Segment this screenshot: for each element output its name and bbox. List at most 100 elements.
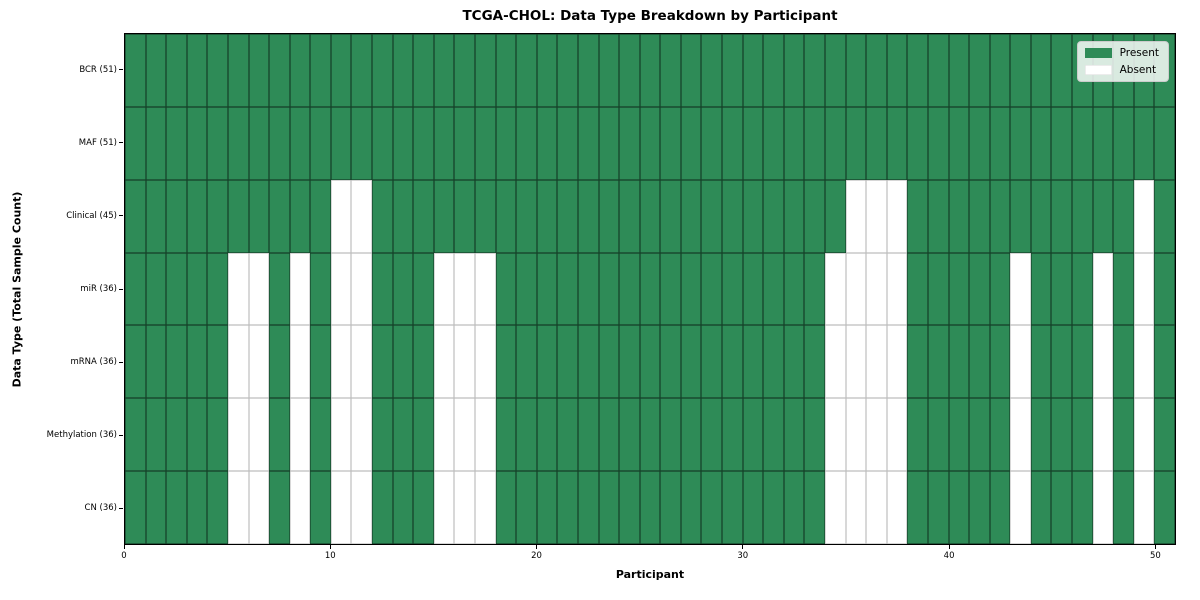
cell-CN-p37-absent — [886, 471, 908, 544]
cell-Clinical-p14-present — [413, 179, 434, 253]
cell-Methylation-p4-present — [207, 398, 228, 472]
cell-MAF-p29-present — [722, 106, 743, 180]
cell-miR-p35-absent — [845, 252, 867, 326]
cell-miR-p25-present — [639, 252, 661, 326]
cell-CN-p27-present — [680, 471, 702, 544]
cell-Methylation-p29-present — [722, 398, 743, 472]
cell-mRNA-p25-present — [639, 325, 661, 399]
cell-MAF-p13-present — [392, 106, 414, 180]
cell-mRNA-p11-absent — [351, 325, 373, 399]
cell-Methylation-p33-present — [804, 398, 825, 472]
cell-Methylation-p8-absent — [289, 398, 311, 472]
cell-miR-p42-present — [989, 252, 1011, 326]
y-tick-label-Clinical: Clinical (45) — [66, 210, 117, 221]
cell-CN-p39-present — [927, 471, 949, 544]
legend: Present Absent — [1076, 41, 1169, 82]
cell-MAF-p41-present — [969, 106, 990, 180]
cell-MAF-p35-present — [845, 106, 867, 180]
cell-Clinical-p19-present — [516, 179, 537, 253]
x-tick-mark-0 — [123, 545, 125, 549]
cell-miR-p3-present — [186, 252, 208, 326]
cell-MAF-p38-present — [907, 106, 928, 180]
cell-mRNA-p48-present — [1113, 325, 1134, 399]
cell-Methylation-p27-present — [680, 398, 702, 472]
cell-MAF-p4-present — [207, 106, 228, 180]
cell-BCR-p35-present — [845, 34, 867, 107]
cell-CN-p0-present — [125, 471, 146, 544]
x-tick-mark-40 — [948, 545, 950, 549]
cell-Clinical-p48-present — [1113, 179, 1134, 253]
cell-Methylation-p40-present — [948, 398, 970, 472]
cell-mRNA-p38-present — [907, 325, 928, 399]
cell-CN-p18-present — [495, 471, 517, 544]
cell-Clinical-p0-present — [125, 179, 146, 253]
legend-swatch-absent-icon — [1084, 65, 1112, 75]
cell-CN-p28-present — [701, 471, 723, 544]
cell-MAF-p43-present — [1010, 106, 1031, 180]
x-tick-label-10: 10 — [324, 551, 336, 561]
cell-Clinical-p22-present — [577, 179, 599, 253]
cell-miR-p40-present — [948, 252, 970, 326]
cell-mRNA-p21-present — [557, 325, 578, 399]
cell-miR-p14-present — [413, 252, 434, 326]
cell-BCR-p7-present — [269, 34, 290, 107]
cell-CN-p13-present — [392, 471, 414, 544]
cell-BCR-p9-present — [310, 34, 331, 107]
x-axis-label: Participant — [615, 568, 685, 581]
cell-Methylation-p11-absent — [351, 398, 373, 472]
cell-MAF-p44-present — [1030, 106, 1052, 180]
cell-CN-p34-absent — [825, 471, 846, 544]
cell-BCR-p41-present — [969, 34, 990, 107]
cell-MAF-p45-present — [1051, 106, 1073, 180]
cell-Clinical-p25-present — [639, 179, 661, 253]
cell-miR-p13-present — [392, 252, 414, 326]
cell-Clinical-p34-present — [825, 179, 846, 253]
cell-CN-p26-present — [660, 471, 681, 544]
cell-BCR-p37-present — [886, 34, 908, 107]
cell-miR-p46-present — [1072, 252, 1093, 326]
cell-mRNA-p39-present — [927, 325, 949, 399]
cell-Clinical-p46-present — [1072, 179, 1093, 253]
cell-mRNA-p40-present — [948, 325, 970, 399]
cell-miR-p2-present — [166, 252, 187, 326]
cell-BCR-p43-present — [1010, 34, 1031, 107]
cell-Clinical-p27-present — [680, 179, 702, 253]
cell-Methylation-p30-present — [742, 398, 764, 472]
y-tick-mark-MAF — [119, 142, 123, 144]
cell-mRNA-p20-present — [536, 325, 558, 399]
cell-miR-p20-present — [536, 252, 558, 326]
cell-mRNA-p22-present — [577, 325, 599, 399]
cell-CN-p12-present — [372, 471, 393, 544]
cell-CN-p14-present — [413, 471, 434, 544]
cell-CN-p42-present — [989, 471, 1011, 544]
cell-Clinical-p37-absent — [886, 179, 908, 253]
cell-Clinical-p24-present — [619, 179, 640, 253]
cell-MAF-p26-present — [660, 106, 681, 180]
cell-CN-p7-present — [269, 471, 290, 544]
cell-Methylation-p20-present — [536, 398, 558, 472]
cell-CN-p15-absent — [433, 471, 455, 544]
cell-Clinical-p16-present — [454, 179, 475, 253]
cell-BCR-p20-present — [536, 34, 558, 107]
cell-MAF-p42-present — [989, 106, 1011, 180]
cell-MAF-p21-present — [557, 106, 578, 180]
cell-mRNA-p31-present — [763, 325, 784, 399]
legend-item-absent: Absent — [1084, 64, 1159, 76]
cell-Methylation-p0-present — [125, 398, 146, 472]
cell-BCR-p23-present — [598, 34, 620, 107]
cell-Methylation-p18-present — [495, 398, 517, 472]
cell-BCR-p11-present — [351, 34, 373, 107]
cell-MAF-p24-present — [619, 106, 640, 180]
plot-area: Present Absent — [124, 33, 1176, 545]
cell-CN-p11-absent — [351, 471, 373, 544]
cell-miR-p39-present — [927, 252, 949, 326]
cell-MAF-p14-present — [413, 106, 434, 180]
cell-Clinical-p39-present — [927, 179, 949, 253]
cell-Methylation-p14-present — [413, 398, 434, 472]
cell-Methylation-p25-present — [639, 398, 661, 472]
cell-CN-p4-present — [207, 471, 228, 544]
cell-Clinical-p43-present — [1010, 179, 1031, 253]
cell-Clinical-p3-present — [186, 179, 208, 253]
cell-CN-p41-present — [969, 471, 990, 544]
x-tick-label-30: 30 — [737, 551, 749, 561]
